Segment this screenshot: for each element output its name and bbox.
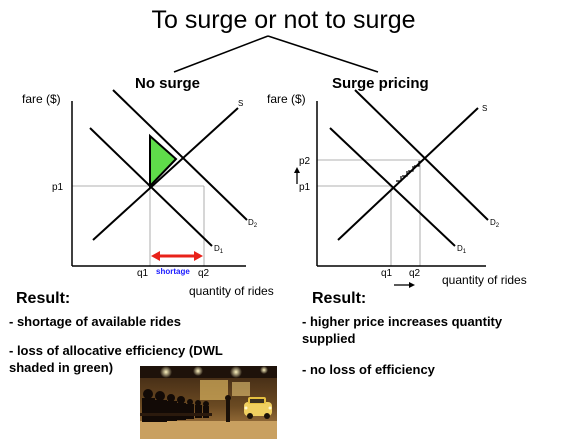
supply-label: S [238,99,243,108]
slide-title: To surge or not to surge [151,6,416,34]
shortage-arrow-left-head [151,251,160,261]
dwl-triangle [149,133,178,189]
no-surge-x-axis-label: quantity of rides [189,284,274,298]
price-label-p2: p2 [299,156,311,167]
quantity-label-q2: q2 [409,268,421,279]
quantity-label-q1: q1 [381,268,393,279]
demand-2-label: D2 [248,218,258,229]
connector-left [173,35,269,73]
quantity-right-arrow-head [409,282,415,288]
demand-2-label: D2 [490,218,500,229]
left-result-line-2a: - loss of allocative efficiency (DWL [9,343,223,358]
supply-curve [337,107,479,241]
price-up-arrow-head [294,167,300,173]
demand-curve-1 [89,127,213,247]
surge-heading: Surge pricing [332,75,429,92]
price-label-p1: p1 [299,182,311,193]
supply-movement-arrows [396,161,420,182]
right-result-line-2: - no loss of efficiency [302,362,435,377]
price-label-p1: p1 [52,182,64,193]
no-surge-y-axis-label: fare ($) [22,92,61,106]
surge-x-axis-label: quantity of rides [442,273,527,287]
demand-1-label: D1 [214,244,224,255]
surge-y-axis-label: fare ($) [267,92,306,106]
shortage-arrow-right-head [194,251,203,261]
supply-label: S [482,104,487,113]
demand-curve-2 [112,89,248,221]
demand-curve-2 [354,89,489,221]
shortage-label: shortage [156,267,190,276]
left-result-line-1: - shortage of available rides [9,314,181,329]
quantity-label-q2: q2 [198,268,210,279]
right-result-line-1a: - higher price increases quantity [302,314,503,329]
demand-1-label: D1 [457,244,467,255]
people-waiting-for-rides-photo [140,366,277,439]
left-result-heading: Result: [16,290,71,307]
supply-curve [92,107,239,241]
right-result-heading: Result: [312,290,367,307]
quantity-label-q1: q1 [137,268,149,279]
no-surge-heading: No surge [135,75,200,92]
connector-right [267,35,379,73]
left-result-line-2b: shaded in green) [9,360,114,375]
demand-curve-1 [329,127,456,247]
right-result-line-1b: supplied [302,331,356,346]
